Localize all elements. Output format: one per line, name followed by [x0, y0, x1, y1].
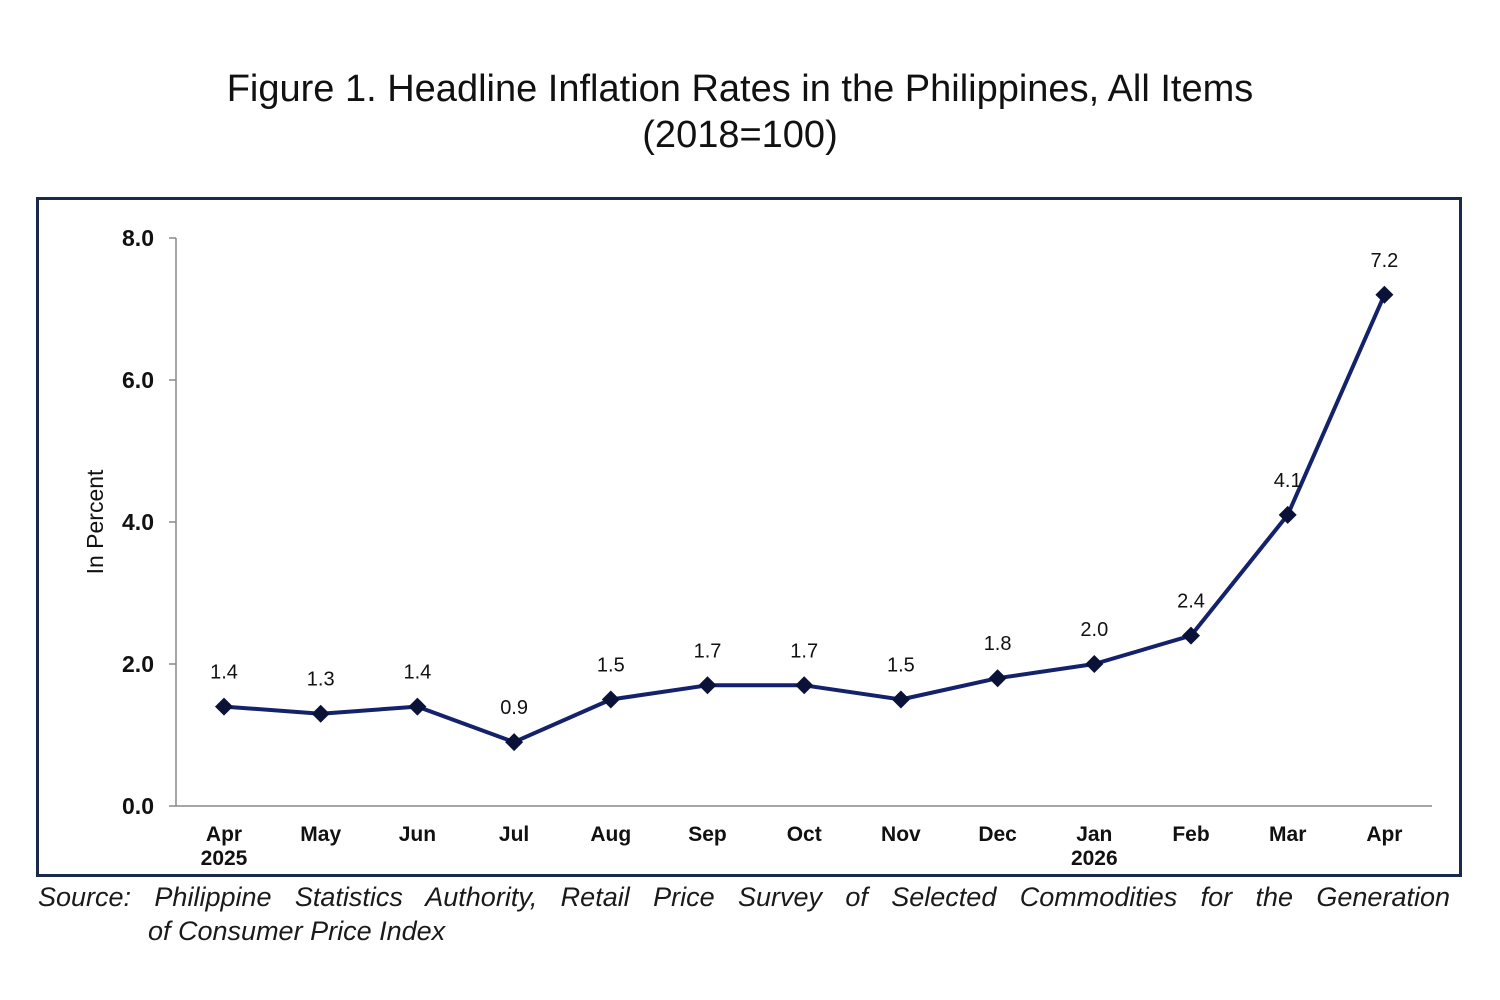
source-line-1: Source: Philippine Statistics Authority,… — [38, 882, 1450, 912]
x-tick-label: Nov — [881, 823, 921, 846]
data-label: 4.1 — [1274, 470, 1302, 492]
x-tick-label: Apr — [1366, 823, 1402, 846]
y-tick-label: 2.0 — [122, 651, 154, 677]
data-label: 1.5 — [887, 655, 915, 677]
data-label: 2.4 — [1177, 591, 1205, 613]
x-tick-sublabel: 2026 — [1071, 847, 1118, 870]
x-tick-label: Jul — [499, 823, 529, 846]
source-note: Source: Philippine Statistics Authority,… — [38, 880, 1450, 948]
data-point-marker — [601, 690, 620, 709]
data-point-marker — [311, 704, 330, 723]
source-line-2: of Consumer Price Index — [148, 916, 446, 946]
y-tick-label: 4.0 — [122, 509, 154, 535]
x-tick-label: Dec — [978, 823, 1017, 846]
data-label: 7.2 — [1370, 250, 1398, 272]
data-label: 2.0 — [1080, 619, 1108, 641]
data-point-marker — [408, 697, 427, 716]
data-label: 1.7 — [790, 640, 818, 662]
data-label: 1.7 — [694, 640, 722, 662]
data-label: 0.9 — [500, 697, 528, 719]
data-label: 1.4 — [210, 662, 238, 684]
data-label: 1.4 — [403, 662, 431, 684]
data-point-marker — [1085, 655, 1104, 673]
data-point-marker — [1182, 626, 1200, 645]
data-point-marker — [215, 697, 233, 716]
x-tick-label: Sep — [688, 823, 727, 846]
data-point-marker — [891, 690, 910, 709]
x-tick-label: Aug — [590, 823, 631, 846]
x-tick-label: Mar — [1269, 823, 1306, 846]
chart-frame — [36, 197, 1462, 877]
x-tick-label: May — [300, 823, 341, 846]
x-tick-label: Jun — [399, 823, 436, 846]
x-tick-label: Apr — [206, 823, 242, 846]
data-point-marker — [1278, 505, 1297, 524]
data-label: 1.3 — [307, 669, 335, 691]
x-tick-sublabel: 2025 — [201, 847, 248, 870]
x-tick-label: Oct — [787, 823, 822, 846]
data-point-marker — [795, 676, 814, 695]
data-point-marker — [505, 733, 524, 752]
series-line — [223, 293, 1387, 745]
data-point-marker — [1375, 285, 1394, 304]
data-point-marker — [698, 676, 717, 695]
y-tick-label: 0.0 — [122, 793, 154, 819]
y-axis-title: In Percent — [82, 469, 108, 574]
data-label: 1.5 — [597, 655, 625, 677]
chart-title: Figure 1. Headline Inflation Rates in th… — [226, 68, 1254, 110]
x-tick-label: Jan — [1076, 823, 1112, 846]
data-point-marker — [988, 669, 1007, 688]
y-tick-label: 6.0 — [122, 367, 154, 393]
data-label: 1.8 — [984, 633, 1012, 655]
chart-subtitle: (2018=100) — [642, 114, 838, 156]
x-tick-label: Feb — [1172, 823, 1209, 846]
y-tick-label: 8.0 — [122, 225, 154, 251]
